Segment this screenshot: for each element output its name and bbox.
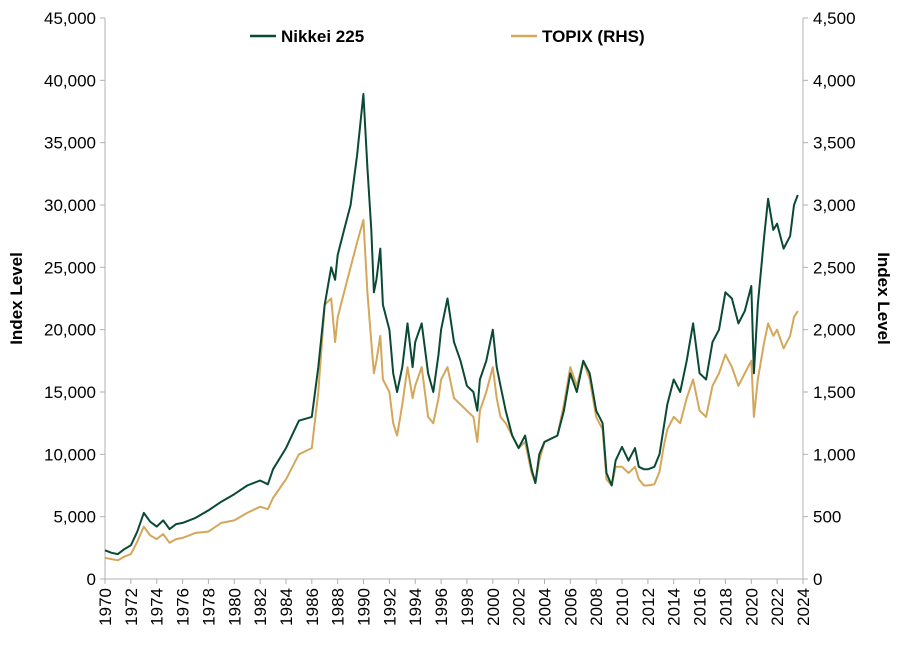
x-tick-label: 1986 bbox=[303, 588, 322, 626]
right-y-tick-label: 4,500 bbox=[813, 9, 856, 28]
x-tick-label: 2016 bbox=[691, 588, 710, 626]
x-tick-label: 2000 bbox=[484, 588, 503, 626]
x-tick-label: 2012 bbox=[639, 588, 658, 626]
x-tick-label: 1970 bbox=[96, 588, 115, 626]
x-tick-label: 1992 bbox=[380, 588, 399, 626]
legend-label-nikkei: Nikkei 225 bbox=[281, 27, 364, 46]
x-tick-label: 1984 bbox=[277, 588, 296, 626]
x-tick-label: 1980 bbox=[225, 588, 244, 626]
left-y-tick-label: 45,000 bbox=[44, 9, 96, 28]
series-layer bbox=[104, 93, 799, 562]
x-tick-label: 1982 bbox=[251, 588, 270, 626]
x-tick-label: 1996 bbox=[432, 588, 451, 626]
left-y-tick-label: 20,000 bbox=[44, 321, 96, 340]
right-y-tick-label: 2,500 bbox=[813, 258, 856, 277]
right-y-tick-label: 3,500 bbox=[813, 134, 856, 153]
right-y-tick-label: 1,500 bbox=[813, 383, 856, 402]
right-y-tick-label: 3,000 bbox=[813, 196, 856, 215]
right-y-tick-label: 1,000 bbox=[813, 445, 856, 464]
x-tick-label: 2020 bbox=[742, 588, 761, 626]
x-tick-label: 1990 bbox=[355, 588, 374, 626]
x-tick-label: 2002 bbox=[510, 588, 529, 626]
x-tick-label: 2014 bbox=[665, 588, 684, 626]
left-y-tick-label: 40,000 bbox=[44, 71, 96, 90]
left-y-tick-label: 25,000 bbox=[44, 258, 96, 277]
x-tick-label: 1974 bbox=[148, 588, 167, 626]
legend-label-topix: TOPIX (RHS) bbox=[542, 27, 645, 46]
axes bbox=[104, 18, 804, 580]
left-y-tick-label: 15,000 bbox=[44, 383, 96, 402]
right-y-tick-label: 4,000 bbox=[813, 71, 856, 90]
right-y-tick-label: 2,000 bbox=[813, 321, 856, 340]
tick-labels: 0 5,000 10,000 15,000 20,000 25,000 30,000 35,0… bbox=[44, 9, 856, 626]
x-tick-label: 2018 bbox=[716, 588, 735, 626]
x-tick-label: 1978 bbox=[199, 588, 218, 626]
x-tick-label: 2024 bbox=[794, 588, 813, 626]
x-tick-label: 1988 bbox=[329, 588, 348, 626]
left-y-tick-label: 0 bbox=[87, 570, 96, 589]
right-y-tick-label: 0 bbox=[813, 570, 822, 589]
x-tick-label: 2004 bbox=[535, 588, 554, 626]
x-tick-label: 1994 bbox=[406, 588, 425, 626]
series-line-nikkei bbox=[104, 93, 799, 556]
legend: Nikkei 225 TOPIX (RHS) bbox=[250, 27, 645, 46]
x-tick-label: 1998 bbox=[458, 588, 477, 626]
x-tick-label: 1972 bbox=[122, 588, 141, 626]
left-y-tick-label: 35,000 bbox=[44, 134, 96, 153]
series-line-topix bbox=[104, 219, 799, 562]
left-y-tick-label: 10,000 bbox=[44, 445, 96, 464]
x-tick-label: 2022 bbox=[768, 588, 787, 626]
x-tick-label: 1976 bbox=[174, 588, 193, 626]
x-tick-label: 2006 bbox=[561, 588, 580, 626]
x-tick-label: 2008 bbox=[587, 588, 606, 626]
left-y-tick-label: 5,000 bbox=[53, 508, 96, 527]
x-tick-label: 2010 bbox=[613, 588, 632, 626]
left-y-tick-label: 30,000 bbox=[44, 196, 96, 215]
right-y-tick-label: 500 bbox=[813, 508, 841, 527]
right-y-axis-title: Index Level bbox=[874, 252, 893, 345]
left-y-axis-title: Index Level bbox=[7, 252, 26, 345]
